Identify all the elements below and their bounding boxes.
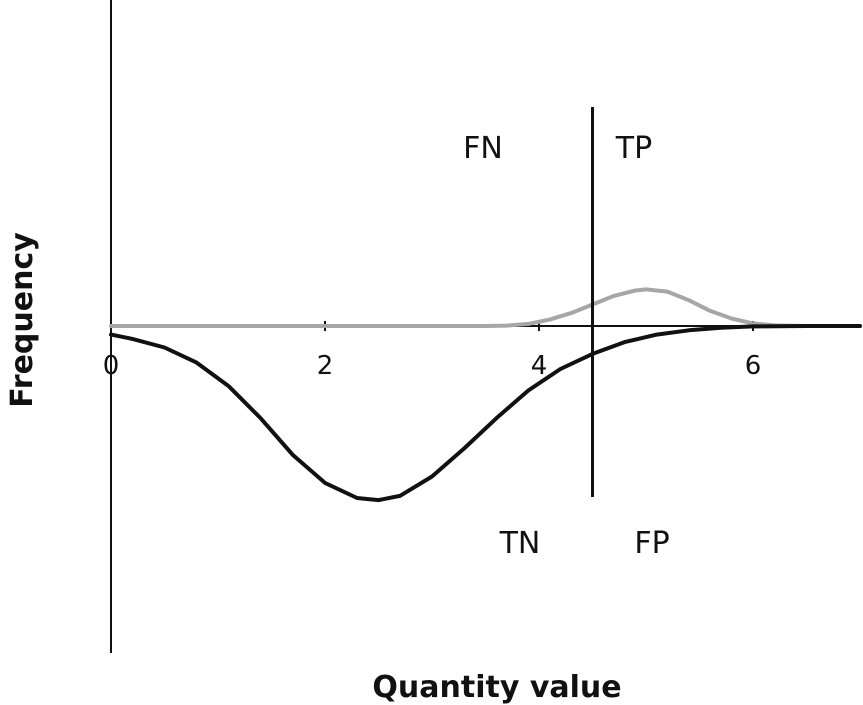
x-tick-label-0: 0 bbox=[103, 351, 120, 381]
series-curve-1 bbox=[109, 324, 862, 503]
y-axis-title: Frequency bbox=[5, 232, 40, 408]
x-axis-title: Quantity value bbox=[372, 670, 621, 705]
region-label-fp: FP bbox=[634, 526, 669, 561]
x-tick-label-6: 6 bbox=[745, 351, 762, 381]
region-label-fn: FN bbox=[463, 131, 503, 166]
series-curve-0 bbox=[109, 287, 862, 328]
x-tick-label-4: 4 bbox=[531, 351, 548, 381]
x-tick-label-2: 2 bbox=[317, 351, 334, 381]
region-label-tn: TN bbox=[499, 526, 541, 561]
labels: FN TP TN FP Quantity value Frequency bbox=[5, 131, 670, 705]
curves bbox=[109, 107, 862, 503]
region-label-tp: TP bbox=[615, 131, 652, 166]
